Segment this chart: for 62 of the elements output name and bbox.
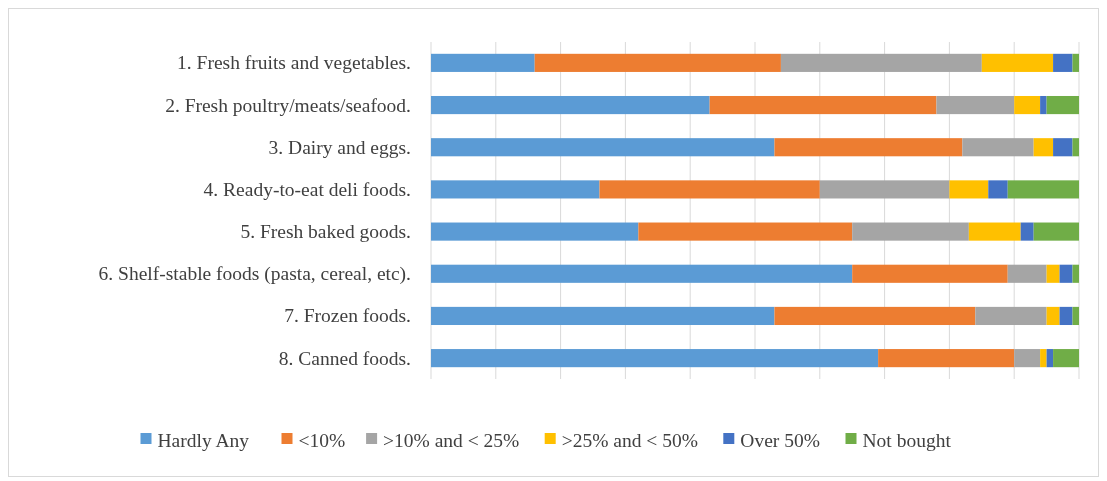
bar bbox=[1046, 349, 1054, 368]
bar bbox=[431, 222, 639, 241]
bar bbox=[599, 180, 820, 199]
bar bbox=[975, 306, 1047, 326]
bar bbox=[988, 180, 1008, 199]
bar bbox=[1059, 306, 1073, 326]
bar bbox=[1053, 53, 1073, 72]
bar bbox=[852, 222, 969, 241]
bar bbox=[936, 95, 1015, 115]
bar bbox=[780, 53, 982, 72]
y-tick-label: 3. Dairy and eggs. bbox=[268, 136, 411, 158]
legend-label: >25% and < 50% bbox=[561, 429, 698, 451]
bar bbox=[949, 180, 989, 199]
bar bbox=[1053, 138, 1073, 157]
y-tick-label: 7. Frozen foods. bbox=[284, 305, 411, 327]
bar bbox=[1040, 349, 1047, 368]
bar bbox=[431, 95, 710, 115]
bar bbox=[1072, 53, 1079, 72]
bar bbox=[1046, 264, 1060, 283]
bar bbox=[1072, 264, 1079, 283]
bar bbox=[962, 138, 1034, 157]
bar bbox=[1014, 349, 1041, 368]
y-tick-label: 2. Fresh poultry/meats/seafood. bbox=[165, 94, 411, 116]
y-tick-label: 6. Shelf-stable foods (pasta, cereal, etc). bbox=[98, 263, 411, 286]
y-tick-label: 1. Fresh fruits and vegetables. bbox=[177, 52, 411, 74]
bar bbox=[1072, 138, 1079, 157]
bar bbox=[1046, 95, 1079, 115]
bar bbox=[774, 138, 963, 157]
bar bbox=[878, 349, 1015, 368]
bar bbox=[1072, 306, 1079, 326]
bar bbox=[1053, 349, 1079, 368]
y-tick-label: 5. Fresh baked goods. bbox=[240, 221, 411, 243]
y-tick-label: 4. Ready-to-eat deli foods. bbox=[203, 178, 411, 200]
bar bbox=[431, 53, 535, 72]
bar bbox=[431, 306, 775, 326]
bar bbox=[1046, 306, 1060, 326]
bar bbox=[431, 349, 879, 368]
bar bbox=[1033, 222, 1079, 241]
legend-label: Not bought bbox=[862, 429, 952, 451]
bar bbox=[638, 222, 853, 241]
bar bbox=[709, 95, 937, 115]
bar bbox=[534, 53, 781, 72]
bar bbox=[1059, 264, 1073, 283]
bar bbox=[1007, 264, 1047, 283]
bar bbox=[1040, 95, 1047, 115]
legend-label: <10% bbox=[298, 429, 346, 451]
y-tick-label: 8. Canned foods. bbox=[278, 347, 411, 369]
bar bbox=[1014, 95, 1041, 115]
bar bbox=[981, 53, 1054, 72]
legend-label: Hardly Any bbox=[157, 429, 250, 451]
bar bbox=[968, 222, 1021, 241]
legend-label: >10% and < 25% bbox=[383, 429, 520, 451]
bar bbox=[819, 180, 950, 199]
legend-label: Over 50% bbox=[740, 429, 820, 451]
bar bbox=[431, 138, 775, 157]
bar bbox=[852, 264, 1008, 283]
bar bbox=[431, 264, 853, 283]
bar bbox=[1007, 180, 1079, 199]
bar bbox=[1033, 138, 1054, 157]
bar bbox=[431, 180, 600, 199]
bar bbox=[1020, 222, 1034, 241]
bar bbox=[774, 306, 976, 326]
